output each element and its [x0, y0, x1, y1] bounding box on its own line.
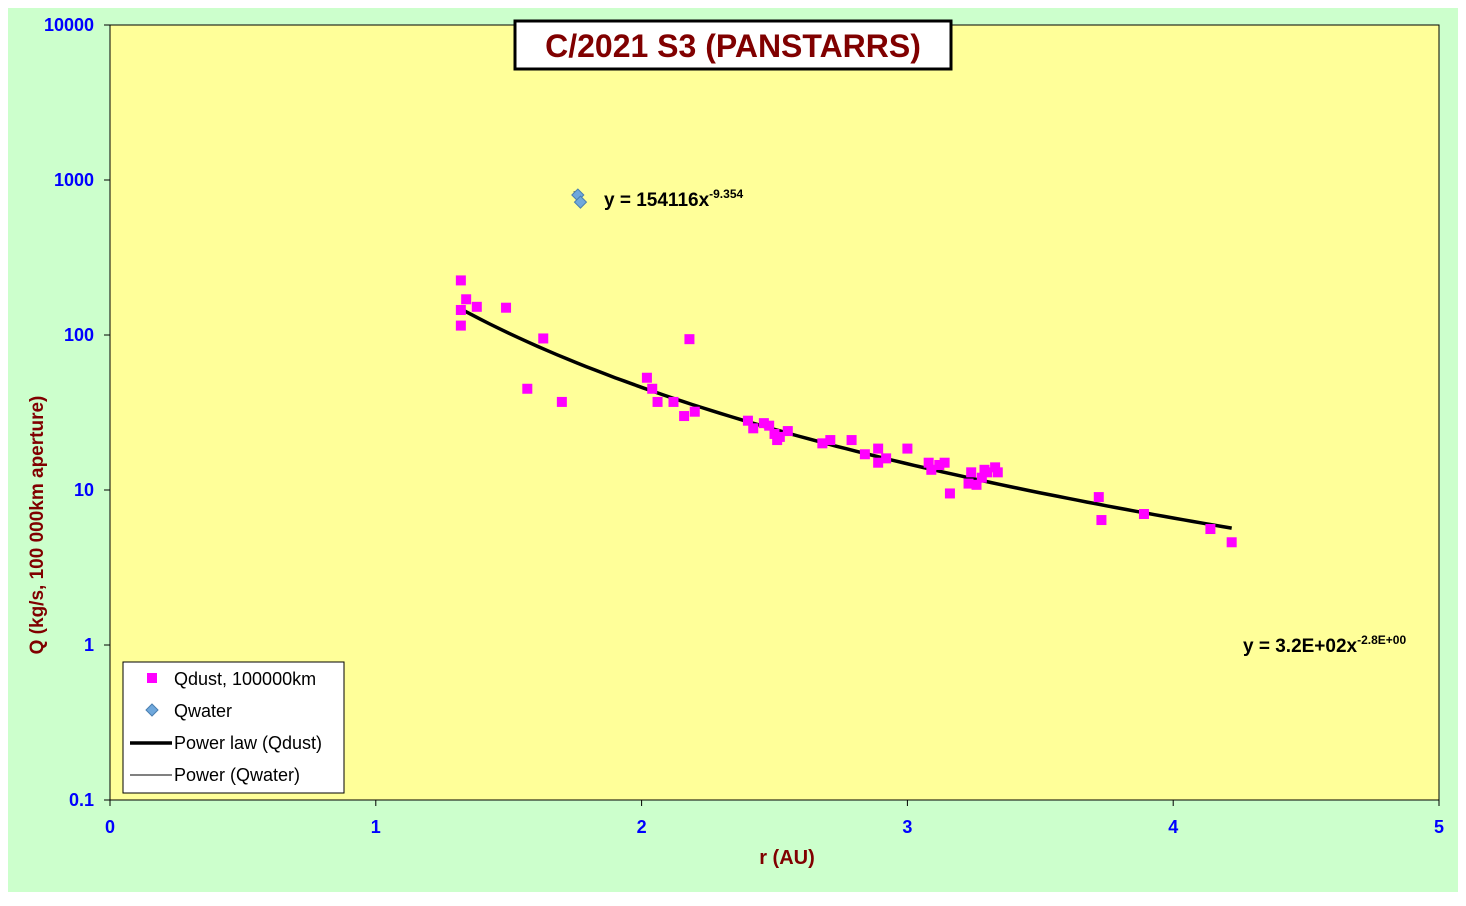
qdust-point	[873, 443, 884, 454]
x-tick-label: 4	[1168, 817, 1178, 837]
legend-qdust-marker	[147, 673, 157, 683]
qdust-point	[647, 383, 658, 394]
qdust-point	[926, 464, 937, 475]
data-points	[455, 188, 1237, 548]
legend: Qdust, 100000km Qwater Power law (Qdust)…	[122, 661, 345, 794]
y-tick-label: 0.1	[69, 790, 94, 810]
qdust-point	[982, 467, 993, 478]
qdust-point	[1096, 515, 1107, 526]
power-fit-qdust-line	[460, 307, 1232, 530]
legend-qwater-marker	[145, 703, 159, 717]
qdust-point	[859, 449, 870, 460]
qdust-point	[758, 418, 769, 429]
y-tick-label: 1	[84, 635, 94, 655]
x-tick-label: 1	[371, 817, 381, 837]
legend-qwater-label: Qwater	[174, 701, 232, 721]
qdust-equation: y = 3.2E+02x-2.8E+00	[1243, 633, 1406, 657]
legend-qdust-label: Qdust, 100000km	[174, 669, 316, 689]
qdust-point	[992, 467, 1003, 478]
qwater-equation-main: y = 154116x	[604, 190, 710, 211]
y-axis-label: Q (kg/s, 100 000km aperture)	[27, 396, 48, 655]
qdust-point	[817, 438, 828, 449]
y-tick-label: 10000	[44, 15, 94, 35]
qdust-point	[923, 457, 934, 468]
qdust-point	[461, 294, 472, 305]
qdust-point	[902, 443, 913, 454]
qdust-point	[1226, 537, 1237, 548]
qdust-point	[963, 478, 974, 489]
qdust-point	[455, 320, 466, 331]
qdust-point	[966, 467, 977, 478]
qdust-point	[944, 488, 955, 499]
qdust-point	[846, 435, 857, 446]
legend-power-qwater-label: Power (Qwater)	[174, 765, 300, 785]
qdust-point	[1093, 492, 1104, 503]
legend-box	[122, 661, 345, 794]
y-tick-label: 10	[74, 480, 94, 500]
qdust-point	[769, 428, 780, 439]
qdust-point	[934, 459, 945, 470]
qdust-point	[939, 457, 950, 468]
qdust-point	[689, 406, 700, 417]
x-tick-label: 5	[1434, 817, 1444, 837]
qdust-point	[764, 420, 775, 431]
qdust-point	[782, 426, 793, 437]
qwater-equation-exponent: -9.354	[709, 187, 743, 201]
qdust-point	[971, 479, 982, 490]
qdust-point	[652, 396, 663, 407]
qdust-point	[501, 302, 512, 313]
qdust-point	[668, 396, 679, 407]
qdust-point	[976, 472, 987, 483]
legend-power-qdust-label: Power law (Qdust)	[174, 733, 322, 753]
chart-title: C/2021 S3 (PANSTARRS)	[545, 28, 921, 64]
title-box	[513, 19, 953, 71]
qdust-point	[556, 396, 567, 407]
qdust-point	[742, 415, 753, 426]
qdust-point	[522, 383, 533, 394]
qdust-point	[455, 304, 466, 315]
qdust-point	[1205, 524, 1216, 535]
qwater-equation: y = 154116x-9.354	[604, 187, 743, 211]
qdust-point	[748, 423, 759, 434]
x-tick-label: 2	[637, 817, 647, 837]
qdust-equation-main: y = 3.2E+02x	[1243, 636, 1358, 657]
x-tick-label: 3	[902, 817, 912, 837]
qdust-equation-exponent: -2.8E+00	[1357, 633, 1406, 647]
y-tick-label: 1000	[54, 170, 94, 190]
qdust-point	[774, 431, 785, 442]
qdust-point	[538, 333, 549, 344]
x-tick-label: 0	[105, 817, 115, 837]
qdust-point	[684, 334, 695, 345]
qdust-point	[825, 435, 836, 446]
axes: 0 1 2 3 4 5 0.1 1 10 100 1000 10000	[44, 15, 1444, 837]
qdust-point	[1138, 509, 1149, 520]
qdust-point	[471, 301, 482, 312]
x-axis-label: r (AU)	[759, 847, 815, 869]
qdust-point	[881, 453, 892, 464]
qdust-point	[641, 372, 652, 383]
qdust-point	[873, 457, 884, 468]
qdust-point	[679, 411, 690, 422]
qdust-point	[455, 275, 466, 286]
qwater-point	[573, 195, 588, 209]
y-tick-label: 100	[64, 325, 94, 345]
